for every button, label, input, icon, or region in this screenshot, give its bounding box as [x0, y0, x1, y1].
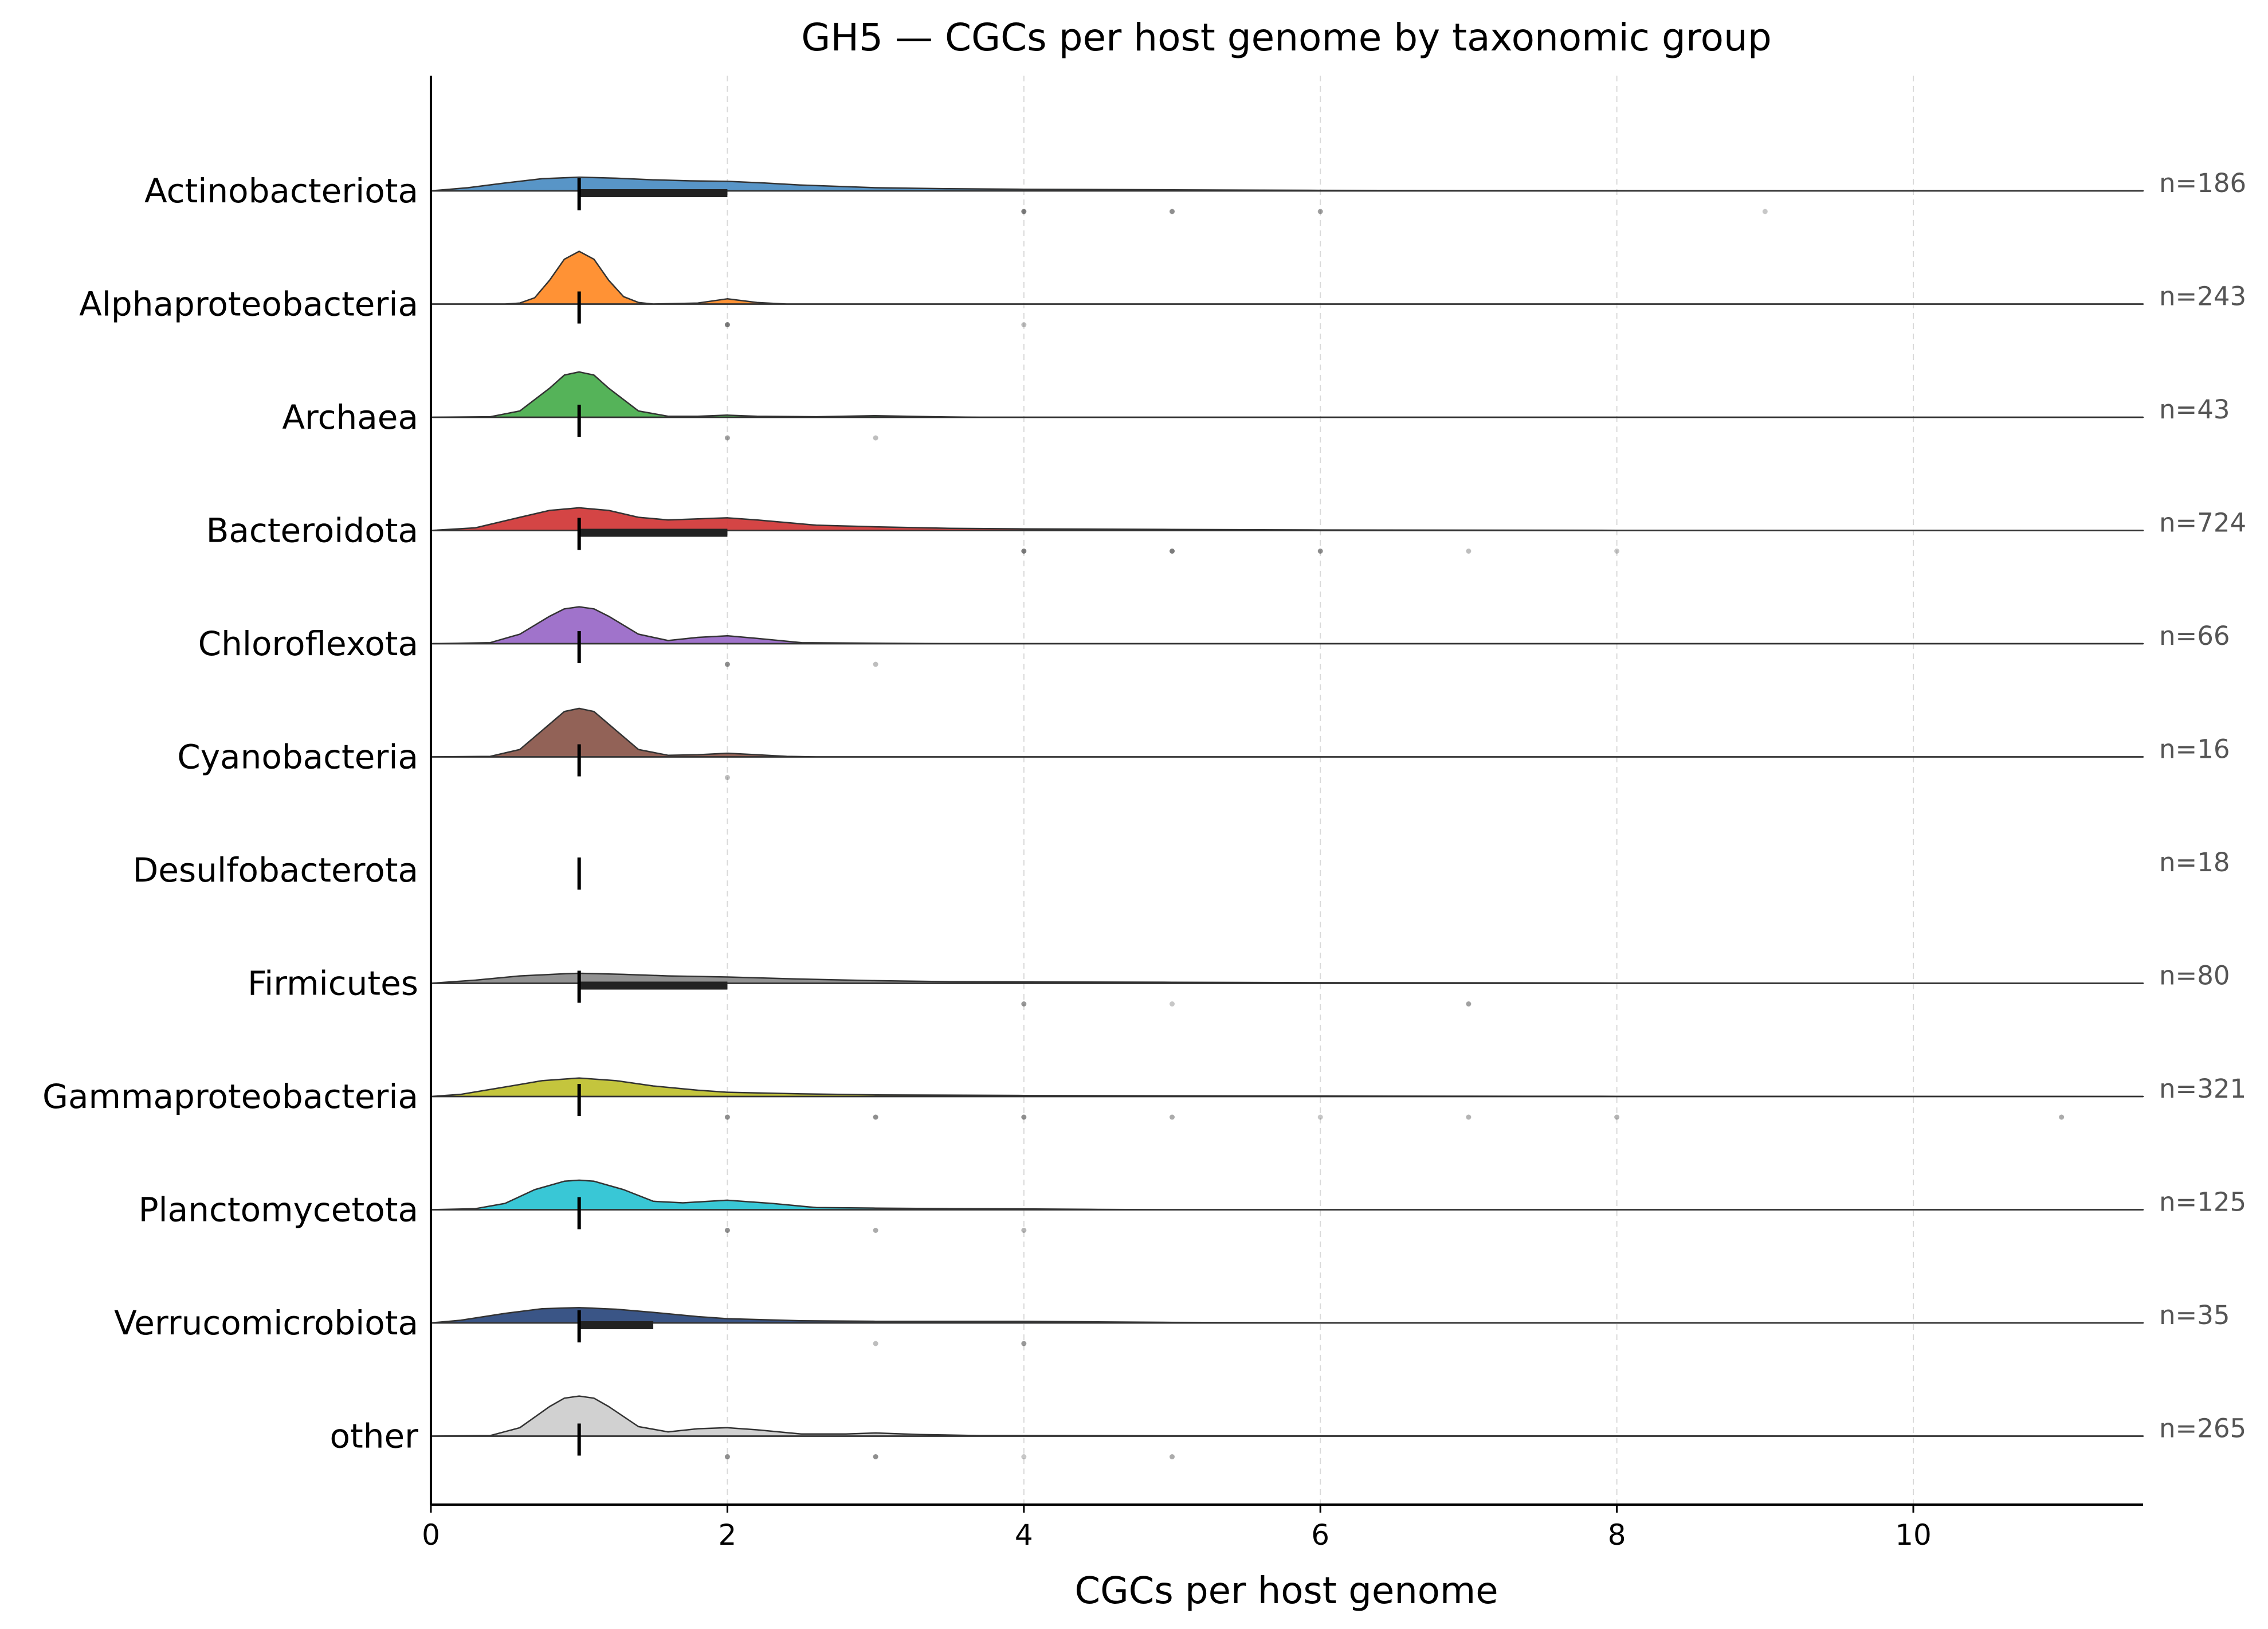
outlier-point: [1762, 209, 1768, 214]
group-label: Alphaproteobacteria: [79, 285, 418, 324]
group-label: Cyanobacteria: [177, 738, 418, 777]
outlier-point: [1021, 322, 1027, 327]
outlier-point: [724, 322, 730, 327]
group-n-label: n=321: [2159, 1074, 2246, 1104]
outlier-point: [1317, 209, 1323, 214]
outlier-point: [724, 435, 730, 441]
outlier-point: [1170, 549, 1175, 554]
outlier-point: [724, 661, 730, 667]
ridge-group: Cyanobacteria n=16: [177, 707, 2230, 780]
x-tick-label: 8: [1608, 1518, 1626, 1552]
x-tick-label: 4: [1015, 1518, 1033, 1552]
iqr-bar: [579, 981, 728, 990]
group-n-label: n=80: [2159, 961, 2230, 991]
x-tick-label: 6: [1311, 1518, 1329, 1552]
outlier-point: [873, 1341, 878, 1346]
outlier-point: [724, 775, 730, 780]
group-n-label: n=186: [2159, 168, 2246, 198]
outlier-point: [724, 1114, 730, 1120]
ridge-group: Planctomycetota n=125: [139, 1179, 2246, 1233]
group-n-label: n=265: [2159, 1413, 2246, 1444]
outlier-point: [1466, 549, 1472, 554]
group-label: Bacteroidota: [206, 511, 418, 550]
group-label: Firmicutes: [248, 964, 418, 1003]
ridge-group: Verrucomicrobiota n=35: [114, 1300, 2230, 1346]
x-ticks: 0 2 4 6 8 10: [422, 1505, 1932, 1552]
outlier-point: [1021, 1454, 1027, 1459]
outlier-point: [1170, 1001, 1175, 1007]
group-n-label: n=16: [2159, 734, 2230, 765]
outlier-point: [873, 1114, 878, 1120]
group-label: other: [329, 1417, 418, 1456]
group-label: Gammaproteobacteria: [42, 1077, 418, 1116]
outlier-point: [1021, 549, 1027, 554]
ridge-group: Alphaproteobacteria n=243: [79, 250, 2246, 327]
outlier-point: [1021, 209, 1027, 214]
x-tick-label: 2: [718, 1518, 736, 1552]
outlier-point: [1170, 1454, 1175, 1459]
outlier-point: [1021, 1341, 1027, 1346]
outlier-point: [1021, 1228, 1027, 1233]
x-tick-label: 10: [1895, 1518, 1932, 1552]
ridge-group: other n=265: [329, 1395, 2246, 1459]
group-label: Verrucomicrobiota: [114, 1303, 418, 1342]
outlier-point: [724, 1228, 730, 1233]
outlier-point: [1614, 549, 1620, 554]
group-label: Actinobacteriota: [144, 171, 418, 210]
group-n-label: n=125: [2159, 1187, 2246, 1217]
group-n-label: n=724: [2159, 508, 2246, 538]
ridge-group: Gammaproteobacteria n=321: [42, 1074, 2246, 1120]
group-n-label: n=35: [2159, 1300, 2230, 1330]
ridge-density: [430, 250, 2144, 305]
group-label: Desulfobacterota: [133, 851, 418, 890]
group-n-label: n=66: [2159, 621, 2230, 651]
x-tick-label: 0: [422, 1518, 440, 1552]
outlier-point: [1317, 1114, 1323, 1120]
ridge-group: Archaea n=43: [282, 371, 2230, 441]
outlier-point: [873, 1228, 878, 1233]
chart-title: GH5 — CGCs per host genome by taxonomic …: [801, 15, 1772, 60]
outlier-point: [1317, 549, 1323, 554]
outlier-point: [1614, 1114, 1620, 1120]
outlier-point: [873, 435, 878, 441]
ridge-group: Bacteroidota n=724: [206, 507, 2246, 554]
grid-layer: [727, 76, 1914, 1505]
outlier-point: [873, 1454, 878, 1459]
axes-layer: [430, 76, 2143, 1506]
outlier-point: [1170, 209, 1175, 214]
outlier-point: [873, 661, 878, 667]
outlier-point: [724, 1454, 730, 1459]
outlier-point: [1466, 1001, 1472, 1007]
group-n-label: n=18: [2159, 847, 2230, 878]
iqr-bar: [579, 1321, 654, 1329]
iqr-bar: [579, 528, 728, 537]
group-label: Planctomycetota: [139, 1191, 418, 1229]
group-n-label: n=43: [2159, 394, 2230, 425]
ridge-group: Firmicutes n=80: [248, 961, 2230, 1007]
outlier-point: [1170, 1114, 1175, 1120]
iqr-bar: [579, 189, 728, 197]
ridge-layer: Actinobacteriota n=186 Alphaproteobacteria…: [42, 168, 2246, 1459]
group-label: Archaea: [282, 398, 418, 437]
group-n-label: n=243: [2159, 281, 2246, 312]
ridge-group: Actinobacteriota n=186: [144, 168, 2246, 214]
outlier-point: [1021, 1001, 1027, 1007]
ridge-group: Chloroflexota n=66: [198, 606, 2230, 667]
outlier-point: [1021, 1114, 1027, 1120]
outlier-point: [2059, 1114, 2065, 1120]
ridge-group: Desulfobacterota n=18: [133, 847, 2230, 890]
x-axis-label: CGCs per host genome: [1074, 1570, 1498, 1612]
outlier-point: [1466, 1114, 1472, 1120]
group-label: Chloroflexota: [198, 624, 418, 663]
